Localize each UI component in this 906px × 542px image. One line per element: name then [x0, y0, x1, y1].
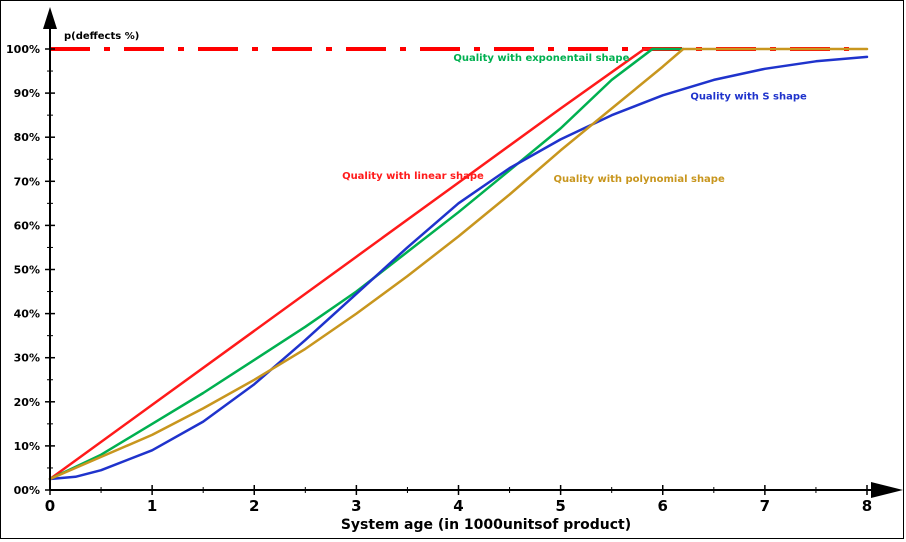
y-tick-label: 20% [14, 396, 40, 409]
y-axis-arrowhead [43, 7, 57, 29]
y-tick-label: 00% [14, 484, 40, 497]
series-line-2 [48, 55, 869, 481]
y-tick-label: 70% [14, 175, 40, 188]
y-tick-label: 100% [6, 43, 40, 56]
x-tick-label: 2 [249, 497, 259, 515]
x-tick-label: 0 [45, 497, 55, 515]
x-tick-label: 1 [147, 497, 157, 515]
x-tick-label: 5 [555, 497, 565, 515]
x-axis-title: System age (in 1000unitsof product) [341, 517, 631, 533]
series-annotation-1: Quality with S shape [690, 92, 807, 103]
y-axis-label: p(deffects %) [64, 31, 139, 42]
series-annotation-2: Quality with linear shape [342, 171, 484, 182]
series-line-1 [48, 47, 685, 481]
series-line-0 [48, 47, 665, 481]
series-annotation-0: Quality with exponentail shape [453, 53, 629, 64]
y-tick-label: 50% [14, 264, 40, 277]
x-tick-label: 4 [453, 497, 463, 515]
y-tick-label: 90% [14, 87, 40, 100]
x-tick-label: 7 [760, 497, 770, 515]
x-axis-arrowhead [871, 482, 903, 498]
x-tick-label: 3 [351, 497, 361, 515]
y-tick-label: 10% [14, 440, 40, 453]
y-tick-label: 30% [14, 352, 40, 365]
y-tick-label: 80% [14, 131, 40, 144]
x-tick-label: 8 [862, 497, 872, 515]
y-tick-label: 60% [14, 219, 40, 232]
series-annotation-3: Quality with polynomial shape [553, 174, 724, 185]
series-line-3 [48, 47, 869, 481]
y-tick-label: 40% [14, 308, 40, 321]
x-tick-label: 6 [658, 497, 668, 515]
